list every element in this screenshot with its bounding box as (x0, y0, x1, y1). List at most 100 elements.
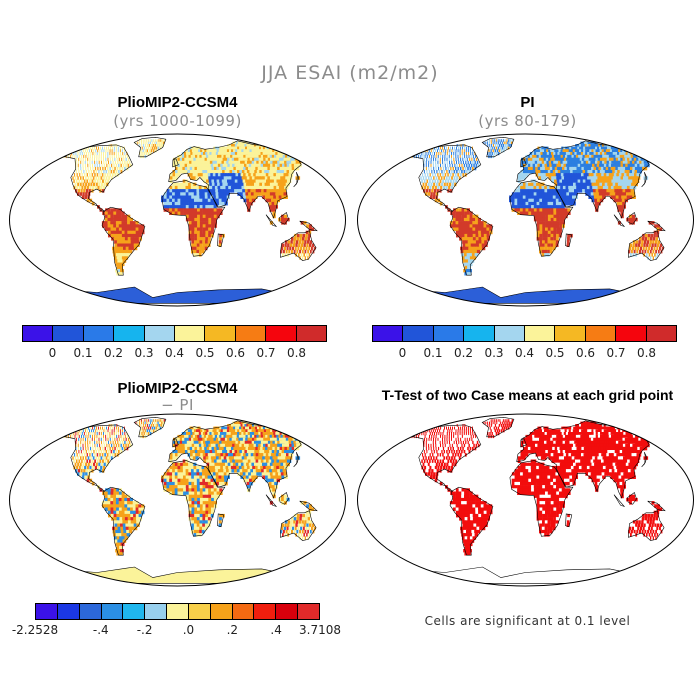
grid-cell (462, 173, 465, 177)
grid-cell (114, 166, 116, 171)
grid-cell (305, 246, 308, 251)
grid-cell (215, 173, 219, 177)
grid-cell (107, 434, 109, 439)
grid-cell (89, 465, 92, 470)
grid-cell (163, 481, 167, 486)
grid-cell (113, 211, 117, 215)
grid-cell (100, 176, 103, 180)
grid-cell (216, 488, 220, 492)
grid-cell (252, 166, 258, 171)
grid-cell (291, 246, 294, 251)
grid-cell (474, 253, 479, 257)
grid-cell (185, 149, 189, 153)
grid-cell (486, 233, 490, 238)
grid-cell (619, 170, 625, 174)
grid-cell (201, 189, 205, 193)
grid-cell (303, 221, 307, 225)
grid-cell (123, 249, 127, 254)
grid-cell (250, 189, 254, 193)
grid-cell (205, 211, 209, 215)
grid-cell (554, 154, 558, 159)
grid-cell (191, 443, 195, 448)
grid-cell (109, 154, 111, 159)
grid-cell (123, 253, 128, 257)
grid-cell (103, 154, 104, 159)
grid-cell (539, 233, 543, 238)
grid-cell (556, 221, 560, 225)
grid-cell (84, 160, 86, 165)
grid-cell (558, 195, 562, 199)
grid-cell (122, 152, 124, 156)
grid-cell (180, 465, 184, 470)
grid-cell (547, 201, 551, 206)
grid-cell (203, 154, 208, 159)
grid-cell (192, 154, 196, 159)
grid-cell (563, 189, 567, 193)
grid-cell (247, 459, 252, 463)
grid-cell (617, 166, 623, 171)
grid-cell (185, 182, 189, 187)
grid-cell (277, 462, 282, 467)
grid-cell (174, 456, 178, 460)
grid-cell (461, 217, 465, 222)
grid-cell (260, 173, 266, 177)
grid-cell (222, 453, 227, 457)
grid-cell (220, 443, 224, 448)
grid-cell (194, 450, 198, 454)
grid-cell (229, 163, 234, 168)
grid-cell (547, 170, 551, 174)
grid-cell (256, 472, 260, 476)
grid-cell (528, 211, 532, 215)
grid-cell (220, 437, 225, 442)
grid-cell (212, 472, 217, 476)
grid-cell (91, 453, 94, 457)
grid-cell (300, 221, 304, 225)
grid-cell (599, 198, 604, 203)
grid-cell (191, 230, 195, 235)
grid-cell (620, 176, 625, 180)
grid-cell (463, 163, 466, 168)
grid-cell (97, 465, 100, 470)
grid-cell (207, 198, 211, 203)
grid-cell (541, 157, 545, 162)
grid-cell (120, 432, 122, 436)
grid-cell (288, 453, 294, 457)
grid-cell (288, 432, 294, 436)
grid-cell (626, 185, 631, 190)
grid-cell (117, 426, 119, 430)
grid-cell (244, 189, 249, 193)
grid-cell (464, 237, 468, 241)
grid-cell (263, 453, 268, 457)
grid-cell (210, 443, 215, 448)
grid-cell (224, 437, 229, 442)
grid-cell (531, 211, 535, 215)
grid-cell (193, 462, 197, 467)
grid-cell (86, 459, 89, 463)
grid-cell (444, 152, 446, 156)
grid-cell (211, 166, 215, 171)
grid-cell (438, 170, 440, 174)
grid-cell (536, 233, 540, 238)
grid-cell (163, 195, 167, 199)
grid-cell (87, 437, 89, 442)
grid-cell (565, 185, 569, 190)
grid-cell (553, 237, 557, 241)
grid-cell (182, 443, 185, 448)
grid-cell (453, 176, 456, 180)
grid-cell (117, 160, 119, 165)
grid-cell (259, 472, 263, 476)
grid-cell (202, 472, 206, 476)
colorbar-top-right-swatch (433, 326, 465, 341)
grid-cell (124, 227, 128, 231)
grid-cell (621, 195, 625, 199)
grid-cell (585, 179, 590, 183)
grid-cell (135, 141, 137, 145)
grid-cell (634, 149, 641, 153)
grid-cell (608, 166, 613, 171)
grid-cell (629, 217, 633, 222)
grid-cell (293, 249, 296, 254)
colorbar-top-right-swatch (373, 326, 404, 341)
grid-cell (448, 157, 450, 162)
grid-cell (246, 176, 251, 180)
grid-cell (284, 429, 291, 433)
